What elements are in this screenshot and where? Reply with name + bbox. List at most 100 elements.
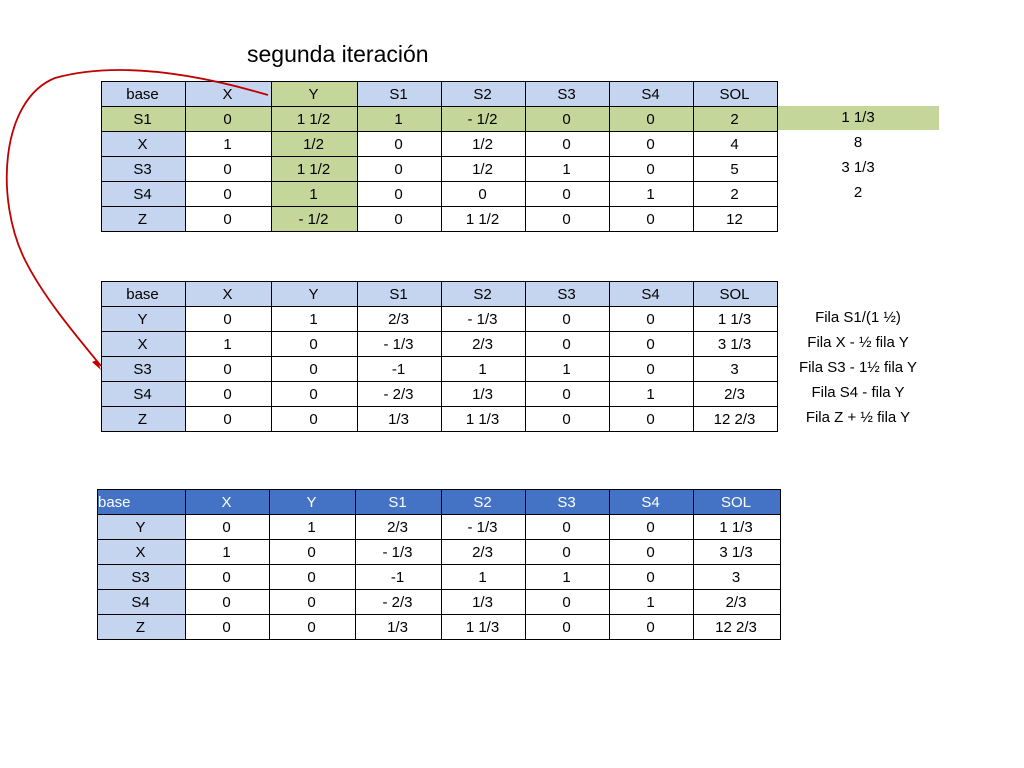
row-label: Y xyxy=(97,514,186,540)
column-header: S3 xyxy=(525,489,610,515)
table-cell: 1 xyxy=(271,306,358,332)
table-cell: - 1/3 xyxy=(441,514,526,540)
table-cell: 0 xyxy=(525,539,610,565)
table-cell: 0 xyxy=(441,181,526,207)
row-label: X xyxy=(101,131,186,157)
table-cell: 2/3 xyxy=(693,381,778,407)
column-header: S2 xyxy=(441,281,526,307)
table-cell: 1 1/3 xyxy=(441,614,526,640)
row-operation: Fila S4 - fila Y xyxy=(811,384,905,401)
table-cell: 5 xyxy=(693,156,778,182)
table-cell: 0 xyxy=(269,539,356,565)
column-header: SOL xyxy=(693,281,778,307)
table-cell: - 1/2 xyxy=(271,206,358,232)
ratio-value: 1 1/3 xyxy=(841,109,875,126)
table-row: Y 0 1 2/3- 1/3 0 0 1 1/3 xyxy=(97,514,781,540)
table-cell: 0 xyxy=(609,331,694,357)
column-header: Y xyxy=(269,489,356,515)
table-cell: 0 xyxy=(609,406,694,432)
column-header: S1 xyxy=(357,81,442,107)
table-cell: 0 xyxy=(609,539,694,565)
table-cell: 0 xyxy=(269,564,356,590)
row-label: S4 xyxy=(101,381,186,407)
table-cell: - 2/3 xyxy=(357,381,442,407)
table-cell: 0 xyxy=(609,514,694,540)
table-row: Y 0 1 2/3- 1/3 0 0 1 1/3 xyxy=(101,306,778,332)
table-cell: 0 xyxy=(185,514,270,540)
table-row: S4 0 1 0 0 0 1 2 xyxy=(101,181,778,207)
table-cell: 0 xyxy=(525,514,610,540)
row-label: X xyxy=(97,539,186,565)
simplex-table-3: base X Y S1 S2 S3 S4 SOL Y 0 1 2/3- 1/3 0 0 1 1/3 X 1 0- … xyxy=(97,489,781,640)
table-cell: -1 xyxy=(355,564,442,590)
table-row: Z 0 0 1/3 1 1/3 0 0 12 2/3 xyxy=(97,614,781,640)
table-cell: 0 xyxy=(525,589,610,615)
table-cell: 0 xyxy=(271,356,358,382)
column-header: SOL xyxy=(693,81,778,107)
table-cell: 0 xyxy=(525,106,610,132)
table-cell: 3 1/3 xyxy=(693,331,778,357)
column-header: S2 xyxy=(441,489,526,515)
table-cell: 0 xyxy=(185,181,272,207)
table-cell: 2/3 xyxy=(441,331,526,357)
table-cell: 1 xyxy=(609,181,694,207)
table-cell: 0 xyxy=(609,206,694,232)
table-cell: 2/3 xyxy=(693,589,781,615)
table-cell: 0 xyxy=(609,106,694,132)
table-cell: 0 xyxy=(525,406,610,432)
table-cell: 0 xyxy=(609,131,694,157)
table-cell: 1/3 xyxy=(441,381,526,407)
table-cell: 1 xyxy=(357,106,442,132)
table-cell: 1 1/3 xyxy=(441,406,526,432)
table-cell: 0 xyxy=(185,589,270,615)
table-cell: 3 1/3 xyxy=(693,539,781,565)
table-cell: 0 xyxy=(609,564,694,590)
row-label: X xyxy=(101,331,186,357)
row-label: Z xyxy=(101,406,186,432)
table-cell: 0 xyxy=(357,206,442,232)
column-header: S1 xyxy=(357,281,442,307)
table-row: S4 0 0- 2/3 1/3 0 1 2/3 xyxy=(101,381,778,407)
table-cell: 1 xyxy=(525,156,610,182)
table-cell: 1 xyxy=(185,131,272,157)
table-cell: - 1/2 xyxy=(441,106,526,132)
table-cell: 1/2 xyxy=(271,131,358,157)
table-cell: 1 xyxy=(185,539,270,565)
table-cell: 1 1/2 xyxy=(271,106,358,132)
table-cell: -1 xyxy=(357,356,442,382)
row-operation: Fila S3 - 1½ fila Y xyxy=(798,359,918,376)
table-cell: 1/3 xyxy=(441,589,526,615)
table-cell: 1 xyxy=(271,181,358,207)
table-row: S1 0 1 1/2 1- 1/2 0 0 2 xyxy=(101,106,778,132)
table-cell: 1 xyxy=(609,589,694,615)
row-label: S4 xyxy=(97,589,186,615)
table-cell: 2 xyxy=(693,106,778,132)
header-row: base X Y S1 S2 S3 S4 SOL xyxy=(101,81,778,107)
table-cell: 1 xyxy=(609,381,694,407)
simplex-table-2: base X Y S1 S2 S3 S4 SOL Y 0 1 2/3- 1/3 0 0 1 1/3 X 1 0- … xyxy=(101,281,778,432)
page-title: segunda iteración xyxy=(247,41,429,67)
table-cell: 0 xyxy=(269,614,356,640)
table-cell: - 1/3 xyxy=(441,306,526,332)
table-cell: 1/3 xyxy=(355,614,442,640)
table-cell: 0 xyxy=(525,614,610,640)
table-cell: 2/3 xyxy=(441,539,526,565)
ratio-value: 3 1/3 xyxy=(841,159,875,176)
table-cell: 12 2/3 xyxy=(693,614,781,640)
table-cell: 1 1/3 xyxy=(693,514,781,540)
table-cell: - 1/3 xyxy=(355,539,442,565)
table-row: S3 0 0 -1 1 1 0 3 xyxy=(101,356,778,382)
table-cell: - 1/3 xyxy=(357,331,442,357)
column-header: SOL xyxy=(693,489,781,515)
table-cell: 1 1/2 xyxy=(441,206,526,232)
table-cell: 0 xyxy=(185,156,272,182)
table-cell: 1 1/3 xyxy=(693,306,778,332)
table-cell: 0 xyxy=(271,381,358,407)
column-header: S4 xyxy=(609,81,694,107)
table-cell: 1/2 xyxy=(441,131,526,157)
row-operation: Fila Z + ½ fila Y xyxy=(805,409,911,426)
table-cell: 2 xyxy=(693,181,778,207)
table-cell: 0 xyxy=(525,306,610,332)
table-cell: 12 2/3 xyxy=(693,406,778,432)
table-cell: 0 xyxy=(357,131,442,157)
